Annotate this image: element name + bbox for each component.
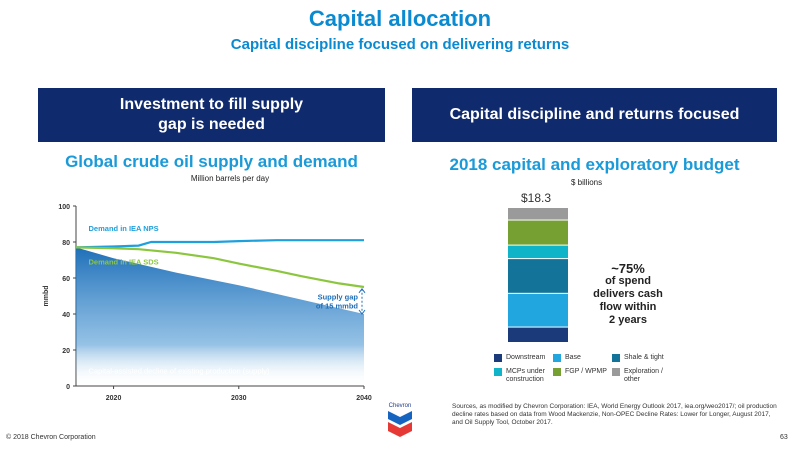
legend-fgp-wpmp: FGP / WPMP <box>553 368 607 376</box>
callout-line5: 2 years <box>609 314 647 326</box>
y-axis-label: mmbd <box>43 286 50 307</box>
page-number: 63 <box>780 434 788 441</box>
right-section-title: 2018 capital and exploratory budget <box>449 155 740 174</box>
logo-chevron-bottom <box>388 422 412 437</box>
supply-area-fill <box>76 247 364 386</box>
left-band-line2: gap is needed <box>158 116 265 133</box>
callout-line4: flow within <box>599 301 657 313</box>
legend-downstream: Downstream <box>494 354 545 362</box>
y-tick-label: 80 <box>62 240 70 247</box>
x-tick-label: 2020 <box>106 395 122 402</box>
legend-mcps: MCPs under construction <box>494 368 550 384</box>
callout-percent: ~75% <box>611 261 645 276</box>
y-tick-label: 20 <box>62 348 70 355</box>
left-band-heading: Investment to fill supply gap is needed <box>38 88 385 142</box>
demand-sds-line <box>75 246 365 289</box>
bar-segment-shale-tight <box>508 259 568 293</box>
x-tick-label: 2030 <box>231 395 247 402</box>
page-subtitle: Capital discipline focused on delivering… <box>230 36 570 53</box>
copyright: © 2018 Chevron Corporation <box>6 434 96 441</box>
y-tick-label: 40 <box>62 312 70 319</box>
label-demand-nps: Demand in IEA NPS <box>89 224 159 233</box>
bar-segment-base <box>508 293 568 327</box>
left-units-label: Million barrels per day <box>190 174 270 183</box>
spend-callout: ~75% of spend delivers cash flow within … <box>583 262 673 327</box>
label-supply-gap-1: Supply gap <box>318 293 359 302</box>
y-tick-label: 0 <box>66 384 70 391</box>
legend-base: Base <box>553 354 581 362</box>
callout-line3: delivers cash <box>593 288 663 300</box>
y-tick-label: 60 <box>62 276 70 283</box>
label-supply: Capital-assisted decline of existing pro… <box>89 366 270 375</box>
right-band-heading: Capital discipline and returns focused <box>412 88 777 142</box>
left-section-title: Global crude oil supply and demand <box>65 152 358 171</box>
legend-shale-tight: Shale & tight <box>612 354 664 362</box>
bar-segment-fgp-wpmp <box>508 220 568 245</box>
chevron-logo: Chevron <box>388 403 412 437</box>
legend-swatch <box>494 354 502 362</box>
legend-swatch <box>612 368 620 376</box>
budget-total-label: $18.3 <box>520 191 552 205</box>
legend-exploration-other: Exploration / other <box>612 368 672 384</box>
bar-segment-mcps-under-construction <box>508 245 568 259</box>
demand-lines <box>75 239 365 289</box>
gap-arrow-head-bottom <box>358 309 366 315</box>
bar-segment-exploration-other <box>508 208 568 220</box>
bar-segments <box>508 208 568 342</box>
bar-segment-downstream <box>508 327 568 342</box>
page-title: Capital allocation <box>308 6 492 31</box>
logo-wordmark: Chevron <box>389 403 412 409</box>
x-tick-label: 2040 <box>356 395 372 402</box>
chart-labels: Demand in IEA NPS Demand in IEA SDS Capita… <box>89 224 366 375</box>
legend-swatch <box>553 354 561 362</box>
label-demand-sds: Demand in IEA SDS <box>89 258 159 267</box>
y-tick-label: 100 <box>58 204 70 211</box>
budget-stacked-bar <box>508 208 568 342</box>
sources-note: Sources, as modified by Chevron Corporat… <box>452 403 777 426</box>
legend-swatch <box>494 368 502 376</box>
gap-arrow-head-top <box>358 287 366 294</box>
supply-area <box>76 247 364 386</box>
right-units-label: $ billions <box>571 178 603 187</box>
label-supply-gap-2: of 15 mmbd <box>316 302 359 311</box>
legend-swatch <box>553 368 561 376</box>
legend-swatch <box>612 354 620 362</box>
left-band-line1: Investment to fill supply <box>119 96 304 113</box>
demand-nps-line <box>75 239 364 249</box>
logo-chevron-top <box>388 411 412 425</box>
callout-line2: of spend <box>605 275 651 287</box>
